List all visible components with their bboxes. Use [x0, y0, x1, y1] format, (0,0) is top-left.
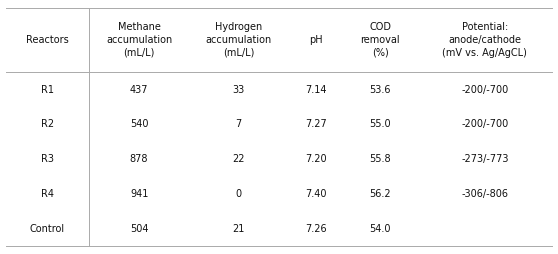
Text: R1: R1 — [41, 85, 54, 94]
Text: -200/-700: -200/-700 — [461, 119, 508, 129]
Text: Hydrogen
accumulation
(mL/L): Hydrogen accumulation (mL/L) — [206, 22, 272, 58]
Text: 540: 540 — [130, 119, 148, 129]
Text: R2: R2 — [41, 119, 54, 129]
Text: 53.6: 53.6 — [369, 85, 391, 94]
Text: 56.2: 56.2 — [369, 189, 391, 199]
Text: 504: 504 — [130, 224, 148, 234]
Text: Reactors: Reactors — [26, 35, 69, 45]
Text: 55.0: 55.0 — [369, 119, 391, 129]
Text: 7.26: 7.26 — [305, 224, 327, 234]
Text: 7.40: 7.40 — [305, 189, 327, 199]
Text: 22: 22 — [233, 154, 245, 164]
Text: 7.20: 7.20 — [305, 154, 327, 164]
Text: Control: Control — [30, 224, 65, 234]
Text: 7.27: 7.27 — [305, 119, 327, 129]
Text: Methane
accumulation
(mL/L): Methane accumulation (mL/L) — [106, 22, 172, 58]
Text: COD
removal
(%): COD removal (%) — [360, 22, 400, 58]
Text: 0: 0 — [235, 189, 242, 199]
Text: 33: 33 — [233, 85, 245, 94]
Text: pH: pH — [309, 35, 323, 45]
Text: R3: R3 — [41, 154, 54, 164]
Text: 54.0: 54.0 — [369, 224, 391, 234]
Text: 7: 7 — [235, 119, 242, 129]
Text: 21: 21 — [233, 224, 245, 234]
Text: R4: R4 — [41, 189, 54, 199]
Text: Potential:
anode/cathode
(mV vs. Ag/AgCL): Potential: anode/cathode (mV vs. Ag/AgCL… — [442, 22, 527, 58]
Text: 437: 437 — [130, 85, 148, 94]
Text: -306/-806: -306/-806 — [461, 189, 508, 199]
Text: 55.8: 55.8 — [369, 154, 391, 164]
Text: 941: 941 — [130, 189, 148, 199]
Text: -273/-773: -273/-773 — [461, 154, 509, 164]
Text: 7.14: 7.14 — [305, 85, 327, 94]
Text: 878: 878 — [130, 154, 148, 164]
Text: -200/-700: -200/-700 — [461, 85, 508, 94]
